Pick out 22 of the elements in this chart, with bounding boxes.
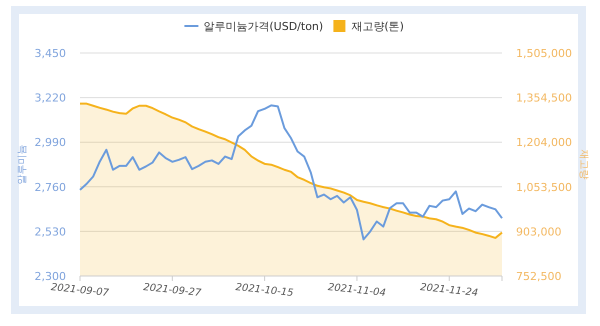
x-tick-label: 2021-11-24 xyxy=(420,282,479,299)
y2-tick-label: 1,505,000 xyxy=(516,47,572,60)
y-tick-label: 3,450 xyxy=(34,47,66,60)
x-tick-label: 2021-10-15 xyxy=(234,282,294,299)
y-tick-label: 2,760 xyxy=(34,180,66,194)
y2-tick-label: 752,500 xyxy=(516,270,562,283)
legend-label: 재고량(톤) xyxy=(351,20,404,33)
y-tick-label: 2,530 xyxy=(34,225,66,238)
y2-tick-label: 903,000 xyxy=(516,225,562,238)
legend-label: 알루미늄가격(USD/ton) xyxy=(203,20,324,33)
y2-tick-label: 1,204,000 xyxy=(516,136,572,150)
y2-tick-label: 1,354,500 xyxy=(516,92,572,105)
y-tick-label: 3,220 xyxy=(34,92,66,105)
x-tick-label: 2021-11-04 xyxy=(327,282,386,299)
y2-axis-title: 재고량 xyxy=(578,150,589,180)
line-series xyxy=(79,104,503,240)
y2-tick-label: 1,053,500 xyxy=(516,180,572,194)
y-tick-label: 2,990 xyxy=(34,136,66,150)
y-axis-title: 알루미늄 xyxy=(17,144,28,184)
x-tick-label: 2021-09-07 xyxy=(50,282,110,300)
x-tick-label: 2021-09-27 xyxy=(142,282,202,300)
y-tick-label: 2,300 xyxy=(34,270,66,283)
